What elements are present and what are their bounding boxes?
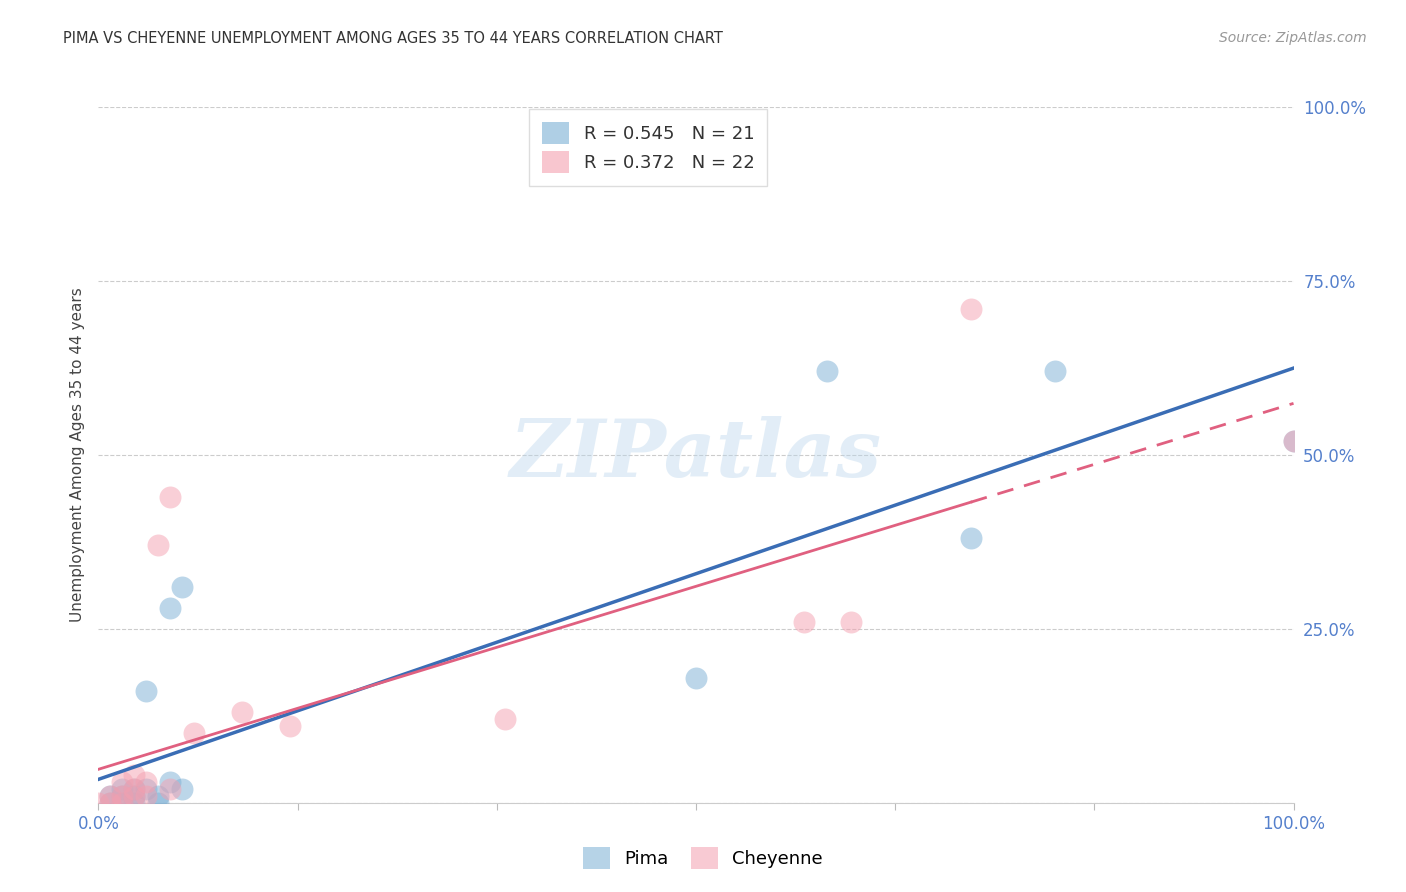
Point xyxy=(98,789,122,803)
Point xyxy=(960,301,983,316)
Point xyxy=(111,775,134,789)
Point xyxy=(111,796,134,810)
Point xyxy=(135,789,157,803)
Point xyxy=(124,789,146,803)
Text: Source: ZipAtlas.com: Source: ZipAtlas.com xyxy=(1219,31,1367,45)
Point xyxy=(815,364,838,378)
Point xyxy=(135,781,157,796)
Point xyxy=(124,781,146,796)
Legend: Pima, Cheyenne: Pima, Cheyenne xyxy=(576,839,830,876)
Point xyxy=(159,601,181,615)
Point xyxy=(159,781,181,796)
Point xyxy=(124,789,146,803)
Point xyxy=(111,789,134,803)
Point xyxy=(111,789,134,803)
Point xyxy=(793,615,815,629)
Y-axis label: Unemployment Among Ages 35 to 44 years: Unemployment Among Ages 35 to 44 years xyxy=(69,287,84,623)
Point xyxy=(135,684,157,698)
Point xyxy=(183,726,205,740)
Point xyxy=(124,768,146,782)
Point xyxy=(98,796,122,810)
Legend: R = 0.545   N = 21, R = 0.372   N = 22: R = 0.545 N = 21, R = 0.372 N = 22 xyxy=(530,109,766,186)
Point xyxy=(1043,364,1066,378)
Point xyxy=(124,781,146,796)
Text: ZIPatlas: ZIPatlas xyxy=(510,417,882,493)
Point xyxy=(172,781,194,796)
Point xyxy=(1282,434,1305,448)
Point xyxy=(159,490,181,504)
Point xyxy=(148,789,170,803)
Point xyxy=(172,580,194,594)
Point xyxy=(148,538,170,552)
Point xyxy=(159,775,181,789)
Point xyxy=(111,781,134,796)
Point xyxy=(124,796,146,810)
Point xyxy=(111,796,134,810)
Point xyxy=(1282,434,1305,448)
Point xyxy=(98,789,122,803)
Point xyxy=(135,775,157,789)
Point xyxy=(494,712,516,726)
Point xyxy=(98,796,122,810)
Point xyxy=(841,615,863,629)
Point xyxy=(960,532,983,546)
Point xyxy=(231,706,253,720)
Point xyxy=(148,796,170,810)
Point xyxy=(87,796,110,810)
Point xyxy=(685,671,707,685)
Text: PIMA VS CHEYENNE UNEMPLOYMENT AMONG AGES 35 TO 44 YEARS CORRELATION CHART: PIMA VS CHEYENNE UNEMPLOYMENT AMONG AGES… xyxy=(63,31,723,46)
Point xyxy=(278,719,301,733)
